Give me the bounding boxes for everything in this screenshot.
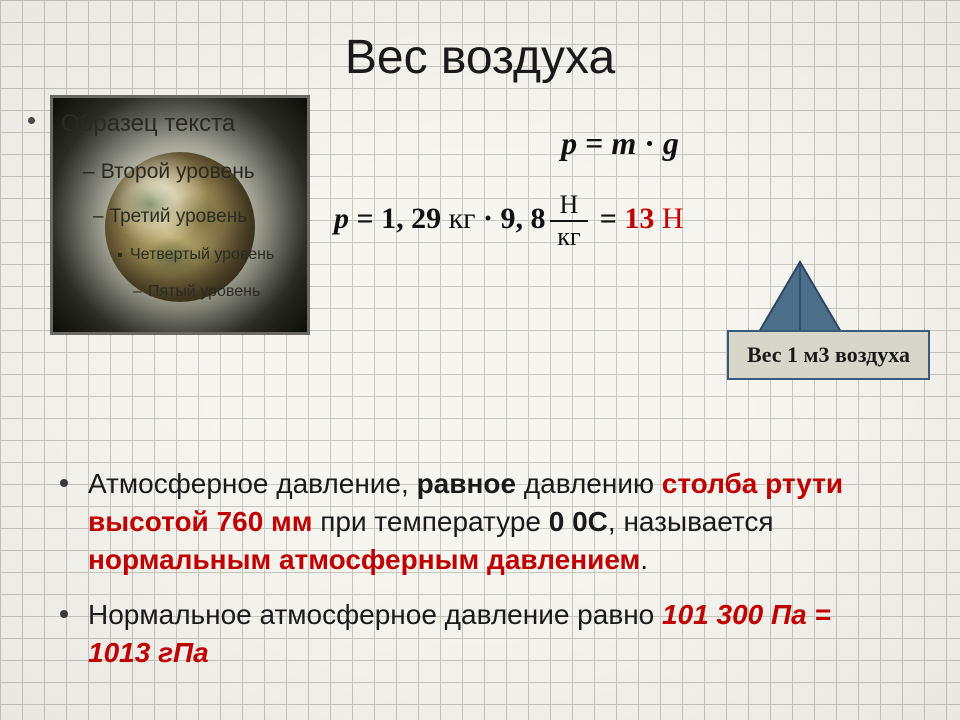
template-text-level2: –Второй уровень [83, 160, 310, 184]
template-text-level1: Образец текста [61, 110, 310, 138]
definition-paragraph-1: Атмосферное давление, равное давлению ст… [60, 465, 900, 578]
callout-text: Вес 1 м3 воздуха [747, 342, 910, 367]
callout-box: Вес 1 м3 воздуха [727, 330, 930, 380]
page-title: Вес воздуха [50, 30, 910, 85]
formula-weight-numeric: p = 1, 29 кг · 9, 8Нкг = 13 Н [330, 192, 910, 250]
template-text-level4: Четвертый уровень [118, 246, 310, 264]
callout-arrow-icon [755, 258, 845, 336]
definition-paragraph-2: Нормальное атмосферное давление равно 10… [60, 596, 900, 672]
template-text-level3: –Третий уровень [93, 206, 310, 228]
bullet-dot [28, 117, 35, 124]
formula-weight-general: p = m · g [330, 125, 910, 162]
template-text-level5: –Пятый уровень [133, 283, 310, 301]
globe-image: Образец текста –Второй уровень –Третий у… [50, 95, 310, 335]
formula-block: p = m · g p = 1, 29 кг · 9, 8Нкг = 13 Н [330, 95, 910, 250]
image-placeholder-block: Образец текста –Второй уровень –Третий у… [50, 95, 310, 335]
definition-block: Атмосферное давление, равное давлению ст… [50, 465, 910, 672]
